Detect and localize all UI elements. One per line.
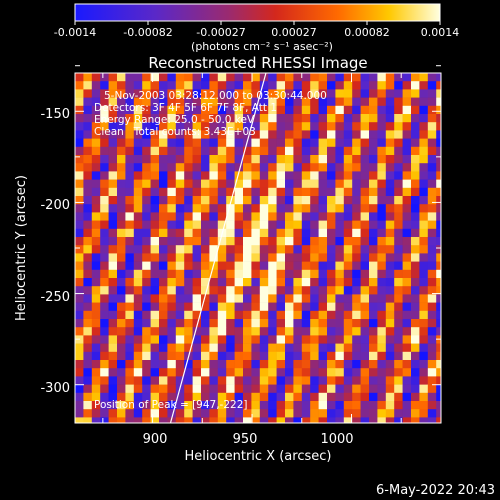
colorbar-tick-label: 0.0014	[421, 26, 460, 39]
solar-limb-line	[169, 73, 267, 423]
colorbar-tick-label: 0.00082	[344, 26, 390, 39]
colorbar-tick-label: -0.0014	[54, 26, 96, 39]
plot-timestamp: 6-May-2022 20:43	[376, 483, 495, 498]
clean-counts-label: Clean Total counts: 3.43E+03	[94, 126, 256, 138]
colorbar-unit-label: (photons cm⁻² s⁻¹ asec⁻²)	[191, 40, 333, 53]
detectors-label: Detectors: 3F 4F 5F 6F 7F 8F, Att 1	[94, 102, 277, 114]
x-tick-label: 1000	[320, 432, 353, 447]
colorbar-tick-label: -0.00027	[196, 26, 245, 39]
peak-position-label: Position of Peak = [947,-222]	[94, 399, 248, 411]
plot-title: Reconstructed RHESSI Image	[148, 54, 367, 72]
colorbar-gradient	[74, 3, 441, 22]
y-tick-label: -200	[40, 198, 70, 213]
x-tick-label: 900	[143, 432, 168, 447]
energy-range-label: Energy Range: 25.0 - 50.0 keV	[94, 114, 255, 126]
y-tick-label: -250	[40, 290, 70, 305]
colorbar: -0.0014 -0.00082 -0.00027 0.00027 0.0008…	[54, 3, 460, 53]
x-axis-label: Heliocentric X (arcsec)	[185, 449, 332, 464]
axis-ticks	[75, 65, 441, 423]
y-tick-label: -300	[40, 381, 70, 396]
colorbar-ticks	[74, 21, 441, 25]
colorbar-tick-label: -0.00082	[123, 26, 172, 39]
image-annotations: 5-Nov-2003 03:28:12.000 to 03:30:44.000 …	[94, 90, 327, 411]
rhessi-image	[75, 73, 441, 423]
time-range-label: 5-Nov-2003 03:28:12.000 to 03:30:44.000	[104, 90, 327, 102]
y-axis-label: Heliocentric Y (arcsec)	[14, 175, 29, 321]
y-tick-label: -150	[40, 107, 70, 122]
colorbar-tick-label: 0.00027	[271, 26, 317, 39]
x-tick-label: 950	[233, 432, 258, 447]
